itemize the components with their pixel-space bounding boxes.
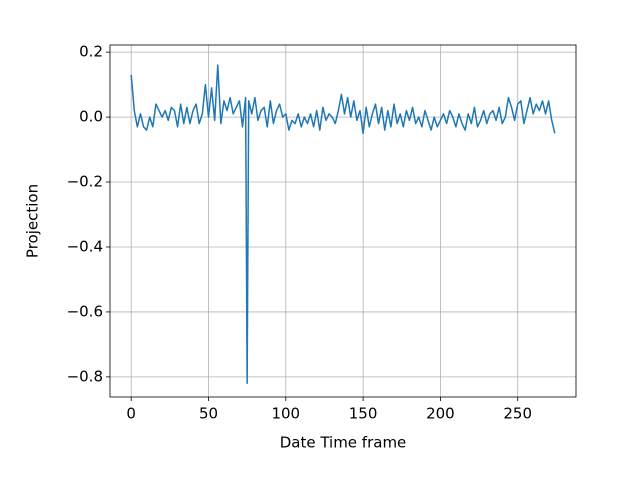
y-tick-label: 0.0 xyxy=(79,108,103,126)
plot-frame xyxy=(109,44,577,398)
y-tick-label: −0.8 xyxy=(67,367,103,385)
x-tick-label: 250 xyxy=(503,405,532,423)
x-tick-label: 100 xyxy=(271,405,300,423)
y-tick-label: 0.2 xyxy=(79,43,103,61)
x-tick-label: 50 xyxy=(199,405,218,423)
y-tick-label: −0.2 xyxy=(67,173,103,191)
x-tick-label: 150 xyxy=(349,405,378,423)
y-tick-label: −0.6 xyxy=(67,302,103,320)
data-line xyxy=(130,64,556,385)
y-tick-label: −0.4 xyxy=(67,237,103,255)
x-axis-label: Date Time frame xyxy=(280,434,407,452)
x-tick-label: 0 xyxy=(126,405,136,423)
x-tick-label: 200 xyxy=(426,405,455,423)
y-axis-label: Projection xyxy=(24,184,42,258)
